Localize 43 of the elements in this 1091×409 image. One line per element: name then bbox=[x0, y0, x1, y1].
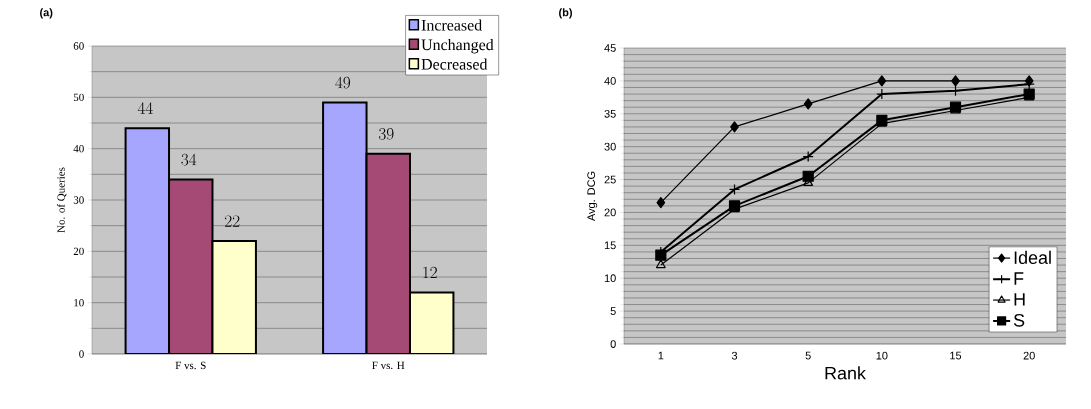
y-tick-label: 35 bbox=[604, 109, 616, 118]
y-tick-label: 20 bbox=[604, 208, 616, 217]
x-tick-label: F vs. S bbox=[175, 361, 206, 370]
y-tick-label: 60 bbox=[73, 42, 84, 50]
x-tick-label: F vs. H bbox=[372, 361, 405, 370]
x-tick-label: 15 bbox=[950, 351, 962, 360]
y-axis-title: Avg. DCG bbox=[587, 171, 598, 222]
y-tick-label: 0 bbox=[79, 350, 84, 358]
data-label: 34 bbox=[181, 153, 197, 166]
x-axis-title: Rank bbox=[825, 366, 866, 380]
data-label: 12 bbox=[423, 266, 437, 279]
y-tick-label: 15 bbox=[604, 241, 616, 250]
y-tick-label: 40 bbox=[73, 144, 84, 153]
x-tick-label: 3 bbox=[731, 351, 738, 360]
legend-label: Decreased bbox=[421, 58, 488, 70]
y-tick-label: 5 bbox=[610, 307, 616, 315]
chart-title: (b) bbox=[559, 8, 572, 19]
legend-label: H bbox=[1014, 293, 1025, 306]
y-tick-label: 50 bbox=[73, 93, 84, 102]
y-tick-label: 45 bbox=[604, 44, 616, 52]
data-label: 44 bbox=[137, 102, 153, 114]
y-tick-label: 30 bbox=[604, 142, 616, 151]
y-tick-label: 40 bbox=[604, 77, 616, 85]
legend-label: S bbox=[1013, 313, 1025, 327]
x-tick-label: 5 bbox=[805, 351, 811, 360]
legend-label: Ideal bbox=[1014, 250, 1051, 265]
y-tick-label: 10 bbox=[74, 298, 84, 307]
x-tick-label: 10 bbox=[876, 351, 888, 360]
legend-label: F bbox=[1014, 272, 1024, 285]
data-label: 49 bbox=[335, 76, 351, 89]
y-tick-label: 0 bbox=[610, 340, 616, 348]
legend-label: Increased bbox=[421, 19, 482, 31]
data-label: 39 bbox=[378, 128, 394, 140]
y-axis-title: No. of Queries bbox=[56, 167, 67, 233]
x-tick-label: 20 bbox=[1023, 351, 1035, 360]
y-tick-label: 20 bbox=[73, 247, 84, 256]
x-tick-label: 1 bbox=[658, 351, 664, 360]
legend-label: Unchanged bbox=[421, 38, 494, 54]
y-tick-label: 25 bbox=[604, 175, 616, 184]
y-tick-label: 30 bbox=[73, 196, 84, 204]
y-tick-label: 10 bbox=[604, 274, 616, 283]
data-label: 22 bbox=[225, 215, 240, 227]
chart-title: (a) bbox=[40, 8, 53, 19]
